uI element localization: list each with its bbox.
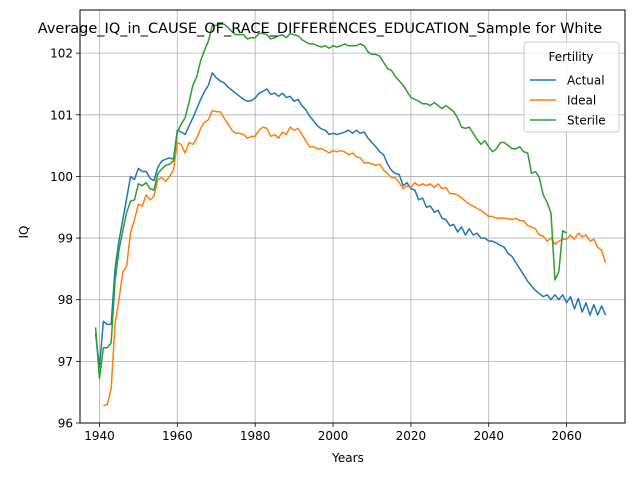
legend-label-ideal: Ideal xyxy=(567,94,596,108)
y-axis-ticks: 96 97 98 99 100 101 102 xyxy=(50,47,80,431)
y-tick-label: 99 xyxy=(58,232,73,246)
legend-box xyxy=(523,41,620,133)
x-tick-label: 2060 xyxy=(551,429,582,443)
series-lines xyxy=(94,23,607,407)
x-tick-label: 2020 xyxy=(396,429,427,443)
legend-title: Fertility xyxy=(548,50,593,64)
legend-label-sterile: Sterile xyxy=(567,114,606,128)
x-tick-label: 1960 xyxy=(162,429,193,443)
y-tick-label: 102 xyxy=(50,47,73,61)
y-axis-label: IQ xyxy=(17,226,31,239)
y-tick-label: 100 xyxy=(50,170,73,184)
x-axis-ticks: 1940 1960 1980 2000 2020 2040 2060 xyxy=(84,423,582,443)
legend: Fertility Actual Ideal Sterile xyxy=(523,41,620,133)
y-tick-label: 98 xyxy=(58,293,73,307)
legend-entries: Actual Ideal Sterile xyxy=(530,74,606,128)
y-tick-label: 97 xyxy=(58,355,73,369)
plot-area-frame xyxy=(79,9,626,424)
x-tick-label: 1940 xyxy=(84,429,115,443)
y-tick-label: 101 xyxy=(50,108,73,122)
legend-label-actual: Actual xyxy=(567,74,605,88)
x-tick-label: 2000 xyxy=(318,429,349,443)
series-line-sterile xyxy=(94,23,568,380)
series-line-ideal xyxy=(103,109,607,407)
x-axis-label: Years xyxy=(331,451,364,465)
x-tick-label: 2040 xyxy=(473,429,504,443)
y-tick-label: 96 xyxy=(58,417,73,431)
chart-title: Average_IQ_in_CAUSE_OF_RACE_DIFFERENCES_… xyxy=(38,21,603,37)
series-line-actual xyxy=(94,72,607,369)
x-tick-label: 1980 xyxy=(240,429,271,443)
